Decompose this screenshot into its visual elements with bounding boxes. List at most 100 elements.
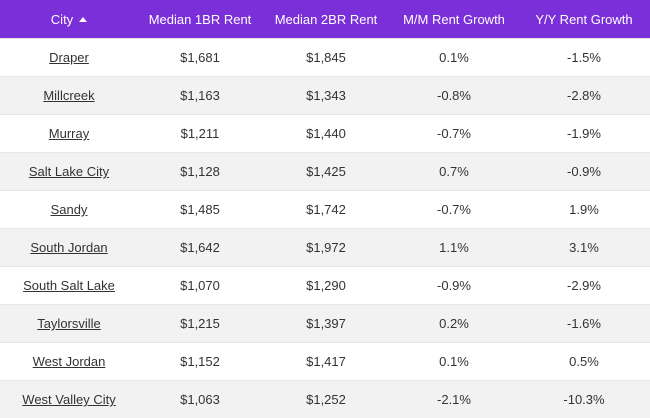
header-label: M/M Rent Growth [403,12,505,27]
table-row: Taylorsville $1,215 $1,397 0.2% -1.6% [0,305,650,343]
cell-value: -0.9% [567,164,601,179]
header-row: City Median 1BR Rent Median 2BR Rent M/M Re… [0,0,650,39]
table-cell: -2.1% [390,381,518,418]
cell-value: $1,128 [180,164,220,179]
table-cell: 3.1% [518,229,650,267]
table-cell: -2.9% [518,267,650,305]
cell-value: $1,343 [306,88,346,103]
cell-value: -2.8% [567,88,601,103]
table-cell: $1,290 [262,267,390,305]
cell-value: $1,742 [306,202,346,217]
city-link[interactable]: Sandy [51,202,88,217]
table-cell: 0.1% [390,39,518,77]
table-row: West Valley City $1,063 $1,252 -2.1% -10.3% [0,381,650,418]
table-cell: $1,128 [138,153,262,191]
table-cell: -0.7% [390,191,518,229]
cell-value: $1,063 [180,392,220,407]
cell-value: $1,642 [180,240,220,255]
table-row: South Salt Lake$1,070$1,290-0.9%-2.9% [0,267,650,305]
cell-value: $1,440 [306,126,346,141]
table-body: Draper $1,681 $1,845 0.1% -1.5% Millcreek $1,1… [0,39,650,418]
table-cell: $1,211 [138,115,262,153]
table-row: Salt Lake City $1,128 $1,425 0.7% -0.9% [0,153,650,191]
cell-value: 0.7% [439,164,469,179]
table-cell: $1,252 [262,381,390,418]
table-cell: $1,215 [138,305,262,343]
city-link[interactable]: South Salt Lake [23,278,115,293]
city-link[interactable]: West Jordan [33,354,106,369]
column-header[interactable]: M/M Rent Growth [390,0,518,39]
cell-value: $1,972 [306,240,346,255]
city-link[interactable]: West Valley City [22,392,115,407]
cell-value: 0.5% [569,354,599,369]
table-cell: Taylorsville [0,305,138,343]
cell-value: $1,845 [306,50,346,65]
table-cell: $1,972 [262,229,390,267]
table-cell: $1,440 [262,115,390,153]
table-cell: Sandy [0,191,138,229]
table-cell: -10.3% [518,381,650,418]
cell-value: $1,485 [180,202,220,217]
cell-value: $1,215 [180,316,220,331]
table-cell: Millcreek [0,77,138,115]
column-header[interactable]: Y/Y Rent Growth [518,0,650,39]
table-cell: West Valley City [0,381,138,418]
column-header[interactable]: Median 1BR Rent [138,0,262,39]
table-cell: -2.8% [518,77,650,115]
city-link[interactable]: Draper [49,50,89,65]
table-cell: $1,417 [262,343,390,381]
table-cell: $1,485 [138,191,262,229]
city-link[interactable]: South Jordan [30,240,107,255]
cell-value: -2.9% [567,278,601,293]
city-link[interactable]: Millcreek [43,88,94,103]
cell-value: -0.9% [437,278,471,293]
table-row: Draper $1,681 $1,845 0.1% -1.5% [0,39,650,77]
table-row: South Jordan $1,642 $1,972 1.1% 3.1% [0,229,650,267]
table-cell: $1,343 [262,77,390,115]
column-header[interactable]: City [0,0,138,39]
table-cell: 1.1% [390,229,518,267]
table-cell: $1,152 [138,343,262,381]
cell-value: -1.6% [567,316,601,331]
table-cell: 0.5% [518,343,650,381]
header-label: City [51,12,73,27]
header-label: Median 1BR Rent [149,12,252,27]
cell-value: -2.1% [437,392,471,407]
table-cell: West Jordan [0,343,138,381]
cell-value: $1,152 [180,354,220,369]
column-header[interactable]: Median 2BR Rent [262,0,390,39]
table-cell: $1,163 [138,77,262,115]
table-cell: -1.9% [518,115,650,153]
city-link[interactable]: Salt Lake City [29,164,109,179]
city-link[interactable]: Murray [49,126,89,141]
cell-value: -1.5% [567,50,601,65]
table-cell: $1,063 [138,381,262,418]
cell-value: 0.1% [439,354,469,369]
table-cell: $1,845 [262,39,390,77]
table-row: West Jordan $1,152 $1,417 0.1% 0.5% [0,343,650,381]
table-cell: -0.9% [518,153,650,191]
table-cell: $1,397 [262,305,390,343]
cell-value: 0.2% [439,316,469,331]
table-cell: 0.7% [390,153,518,191]
table-cell: 0.2% [390,305,518,343]
table-cell: $1,742 [262,191,390,229]
table-cell: -1.5% [518,39,650,77]
cell-value: -0.7% [437,126,471,141]
table-row: Murray $1,211 $1,440 -0.7% -1.9% [0,115,650,153]
city-link[interactable]: Taylorsville [37,316,101,331]
cell-value: -10.3% [563,392,604,407]
table-cell: -0.8% [390,77,518,115]
table-cell: $1,425 [262,153,390,191]
cell-value: $1,397 [306,316,346,331]
cell-value: 1.1% [439,240,469,255]
cell-value: $1,163 [180,88,220,103]
cell-value: $1,425 [306,164,346,179]
cell-value: $1,252 [306,392,346,407]
table-cell: Salt Lake City [0,153,138,191]
sort-arrow [79,17,87,22]
cell-value: 0.1% [439,50,469,65]
table-cell: $1,681 [138,39,262,77]
